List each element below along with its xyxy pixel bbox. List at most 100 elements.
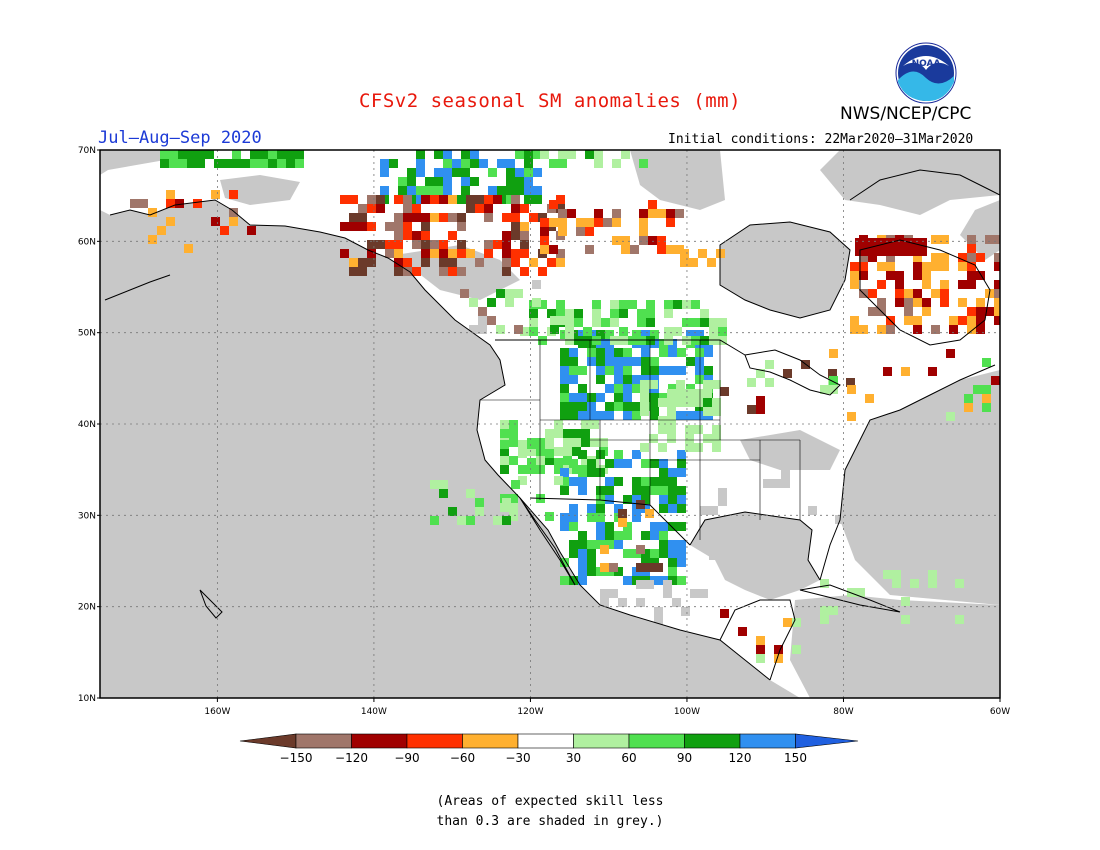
anomaly-cell bbox=[407, 168, 416, 177]
anomaly-cell bbox=[457, 222, 466, 231]
anomaly-cell bbox=[569, 540, 578, 549]
anomaly-cell bbox=[488, 168, 497, 177]
anomaly-cell bbox=[614, 450, 623, 459]
anomaly-cell bbox=[619, 300, 628, 309]
anomaly-cell bbox=[403, 258, 412, 267]
anomaly-cell bbox=[578, 330, 587, 339]
anomaly-cell bbox=[585, 218, 594, 227]
anomaly-cell bbox=[532, 280, 541, 289]
anomaly-cell bbox=[636, 545, 645, 554]
colorbar-segment bbox=[462, 733, 519, 749]
colorbar-label: −150 bbox=[280, 751, 313, 765]
colorbar-label: −120 bbox=[335, 751, 368, 765]
anomaly-cell bbox=[949, 325, 958, 334]
anomaly-cell bbox=[596, 540, 605, 549]
anomaly-cell bbox=[641, 459, 650, 468]
anomaly-cell bbox=[205, 150, 214, 159]
anomaly-cell bbox=[596, 522, 605, 531]
anomaly-cell bbox=[232, 159, 241, 168]
anomaly-cell bbox=[600, 598, 609, 607]
anomaly-cell bbox=[677, 468, 686, 477]
anomaly-cell bbox=[621, 150, 630, 159]
anomaly-cell bbox=[439, 240, 448, 249]
anomaly-cell bbox=[774, 645, 783, 654]
anomaly-cell bbox=[958, 262, 967, 271]
anomaly-cell bbox=[493, 516, 502, 525]
anomaly-cell bbox=[470, 177, 479, 186]
colorbar-label: 30 bbox=[566, 751, 581, 765]
anomaly-cell bbox=[506, 195, 515, 204]
anomaly-cell bbox=[587, 459, 596, 468]
anomaly-cell bbox=[691, 300, 700, 309]
anomaly-cell bbox=[667, 389, 676, 398]
anomaly-cell bbox=[547, 309, 556, 318]
anomaly-cell bbox=[578, 402, 587, 411]
state-borders bbox=[480, 340, 801, 540]
anomaly-cell bbox=[792, 645, 801, 654]
anomaly-cell bbox=[130, 199, 139, 208]
season-label: Jul–Aug–Sep 2020 bbox=[98, 128, 262, 148]
anomaly-cell bbox=[223, 159, 232, 168]
anomaly-cell bbox=[645, 509, 654, 518]
anomaly-cell bbox=[443, 159, 452, 168]
colorbar-segment bbox=[739, 733, 796, 749]
anomaly-cell bbox=[695, 357, 704, 366]
anomaly-cell bbox=[605, 402, 614, 411]
anomaly-cell bbox=[673, 300, 682, 309]
anomaly-cell bbox=[560, 357, 569, 366]
anomaly-cell bbox=[695, 366, 704, 375]
anomaly-cell bbox=[650, 459, 659, 468]
anomaly-cell bbox=[677, 366, 686, 375]
anomaly-cell bbox=[886, 262, 895, 271]
anomaly-cell bbox=[618, 509, 627, 518]
anomaly-cell bbox=[610, 300, 619, 309]
anomaly-cell bbox=[578, 540, 587, 549]
anomaly-cell bbox=[443, 186, 452, 195]
anomaly-cell bbox=[991, 376, 1000, 385]
colorbar-label: 60 bbox=[621, 751, 636, 765]
anomaly-cell bbox=[657, 245, 666, 254]
anomaly-cell bbox=[367, 249, 376, 258]
anomaly-cell bbox=[612, 209, 621, 218]
anomaly-cell bbox=[664, 300, 673, 309]
anomaly-cell bbox=[349, 213, 358, 222]
anomaly-cell bbox=[600, 616, 609, 625]
anomaly-cell bbox=[659, 522, 668, 531]
anomaly-cell bbox=[520, 240, 529, 249]
anomaly-cell bbox=[619, 309, 628, 318]
anomaly-cell bbox=[434, 150, 443, 159]
anomaly-cell bbox=[545, 429, 554, 438]
anomaly-cell bbox=[502, 267, 511, 276]
anomaly-cell bbox=[576, 218, 585, 227]
anomaly-cell bbox=[928, 570, 937, 579]
anomaly-cell bbox=[443, 177, 452, 186]
anomaly-cell bbox=[931, 235, 940, 244]
anomaly-cell bbox=[677, 576, 686, 585]
anomaly-cell bbox=[820, 606, 829, 615]
anomaly-cell bbox=[913, 271, 922, 280]
anomaly-cell bbox=[623, 576, 632, 585]
anomaly-cell bbox=[756, 405, 765, 414]
anomaly-cell bbox=[349, 222, 358, 231]
anomaly-cell bbox=[709, 506, 718, 515]
anomaly-cell bbox=[457, 249, 466, 258]
anomaly-cell bbox=[623, 411, 632, 420]
colorbar: −150 −120 −90 −60 −30 30 60 90 120 150 bbox=[239, 733, 859, 765]
anomaly-cell bbox=[918, 238, 927, 247]
anomaly-cell bbox=[601, 318, 610, 327]
anomaly-cell bbox=[612, 218, 621, 227]
coastline-west bbox=[109, 199, 771, 681]
anomaly-cell bbox=[940, 262, 949, 271]
anomaly-cell bbox=[430, 249, 439, 258]
anomaly-cell bbox=[412, 231, 421, 240]
anomaly-cell bbox=[667, 434, 676, 443]
anomaly-cell bbox=[469, 298, 478, 307]
anomaly-cell bbox=[650, 576, 659, 585]
anomaly-cell bbox=[614, 366, 623, 375]
anomaly-cell bbox=[509, 438, 518, 447]
anomaly-cell bbox=[892, 570, 901, 579]
anomaly-cell bbox=[484, 249, 493, 258]
anomaly-cell bbox=[686, 357, 695, 366]
anomaly-cell bbox=[994, 298, 1000, 307]
anomaly-cell bbox=[214, 159, 223, 168]
